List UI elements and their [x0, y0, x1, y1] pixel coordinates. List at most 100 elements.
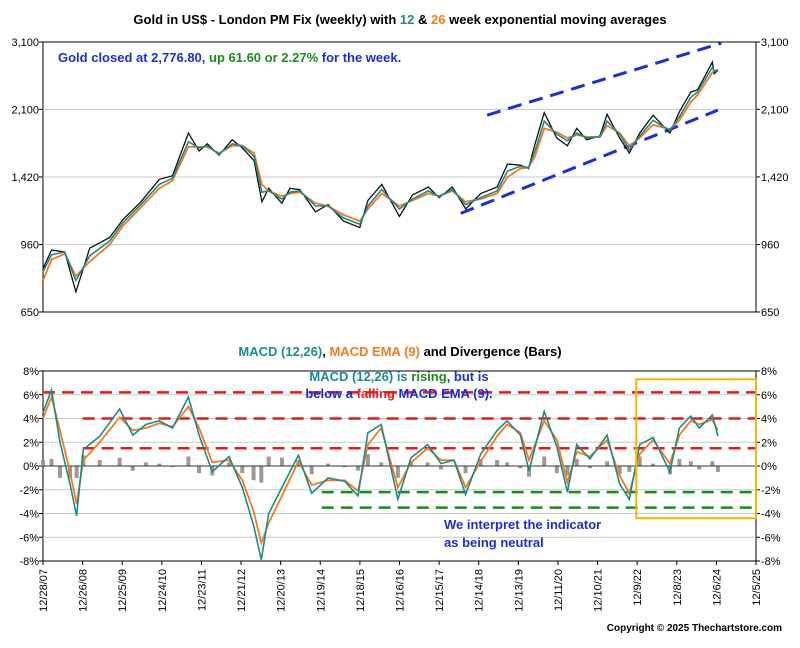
macd-y-tick-label: -2%: [761, 485, 781, 497]
x-tick-label: 12/21/12: [236, 569, 248, 612]
divergence-bar: [651, 463, 656, 466]
price-chart-title: Gold in US$ - London PM Fix (weekly) wit…: [133, 12, 666, 27]
divergence-bar: [57, 466, 62, 478]
divergence-bar: [117, 457, 122, 466]
divergence-bar: [395, 466, 400, 478]
price-y-tick-label: 2,100: [11, 104, 39, 116]
price-note-prefix: Gold closed at 2,776.80,: [58, 50, 209, 65]
divergence-bar: [425, 462, 430, 466]
macd-divergence-bars: [41, 454, 720, 483]
x-tick-label: 12/26/08: [78, 569, 90, 612]
macd-y-axis-left: -8% -6% -4% -2% 0% 2% 4% 6% 8%: [19, 366, 43, 568]
divergence-bar: [697, 466, 702, 470]
divergence-bar: [677, 458, 682, 466]
divergence-bar: [565, 466, 570, 476]
divergence-bar: [617, 466, 622, 475]
divergence-bar: [97, 460, 102, 466]
divergence-bar: [688, 461, 693, 466]
price-y-tick-label: 960: [761, 240, 779, 252]
divergence-bar: [365, 454, 370, 466]
macd-chart-title: MACD (12,26), MACD EMA (9) and Divergenc…: [238, 344, 561, 359]
divergence-bar: [715, 466, 720, 472]
annot1-a: MACD (12,26) is: [309, 369, 411, 384]
x-tick-label: 12/14/18: [474, 569, 486, 612]
price-title-amp: &: [414, 12, 431, 27]
copyright: Copyright © 2025 Thechartstore.com: [607, 623, 782, 634]
macd-y-tick-label: -4%: [19, 509, 39, 521]
x-tick-label: 12/6/24: [711, 569, 723, 606]
macd-y-tick-label: 4%: [23, 414, 39, 426]
x-tick-label: 12/19/14: [315, 569, 327, 612]
macd-y-tick-label: 8%: [23, 366, 39, 378]
divergence-bar: [186, 456, 191, 466]
macd-y-tick-label: -8%: [19, 556, 39, 568]
divergence-bar: [266, 456, 271, 466]
divergence-bar: [627, 466, 632, 472]
divergence-bar: [518, 466, 523, 469]
divergence-bar: [170, 466, 175, 468]
macd-y-tick-label: -4%: [761, 509, 781, 521]
macd-y-tick-label: -2%: [19, 485, 39, 497]
x-tick-label: 12/20/13: [276, 569, 288, 612]
x-tick-label: 12/23/11: [196, 569, 208, 611]
macd-y-tick-label: 0%: [23, 461, 39, 473]
macd-y-tick-label: 4%: [761, 414, 777, 426]
price-gridlines: [43, 108, 756, 246]
divergence-bar: [74, 466, 79, 478]
gold-price-line: [42, 60, 719, 295]
divergence-bar: [251, 466, 256, 481]
macd-y-tick-label: 6%: [761, 390, 777, 402]
price-y-tick-label: 960: [21, 240, 39, 252]
divergence-bar: [259, 466, 264, 483]
price-title-ema26: 26: [431, 12, 445, 27]
divergence-bar: [495, 460, 500, 466]
x-tick-label: 12/11/20: [553, 569, 565, 611]
divergence-bar: [49, 458, 54, 466]
price-y-tick-label: 3,100: [761, 37, 789, 49]
x-tick-label: 12/15/17: [434, 569, 446, 612]
x-tick-label: 12/25/09: [117, 569, 129, 612]
price-y-tick-label: 650: [21, 307, 39, 319]
price-y-tick-label: 1,420: [761, 172, 789, 184]
annot1-e: falling: [357, 386, 395, 401]
price-y-axis-right: 650 960 1,420 2,100 3,100: [756, 37, 789, 319]
price-title-suffix: week exponential moving averages: [445, 12, 666, 27]
price-title-prefix: Gold in US$ - London PM Fix (weekly) wit…: [133, 12, 400, 27]
macd-series-lines: [42, 386, 719, 560]
price-y-axis-left: 650 960 1,420 2,100 3,100: [11, 37, 43, 319]
divergence-bar: [326, 463, 331, 466]
macd-y-tick-label: 6%: [23, 390, 39, 402]
price-series-lines: [42, 60, 719, 295]
price-note-suffix: for the week.: [318, 50, 401, 65]
macd-highlight-box: [635, 378, 757, 520]
annot1-c: , but is: [447, 369, 489, 384]
divergence-bar: [240, 466, 245, 474]
macd-y-tick-label: 0%: [761, 461, 777, 473]
x-tick-label: 12/9/22: [632, 569, 644, 606]
macd-annotation-2: We interpret the indicator as being neut…: [444, 517, 601, 550]
x-tick-label: 12/18/15: [355, 569, 367, 612]
trend-channel-line: [486, 41, 722, 117]
divergence-bar: [342, 466, 347, 468]
macd-title-signal: MACD EMA (9): [329, 344, 420, 359]
divergence-bar: [542, 456, 547, 466]
divergence-bar: [574, 458, 579, 466]
divergence-bar: [463, 466, 468, 474]
ema26-line: [42, 68, 719, 281]
divergence-bar: [587, 466, 592, 469]
divergence-bar: [144, 462, 149, 466]
x-tick-label: 12/8/23: [672, 569, 684, 606]
annot1-f: MACD EMA (9).: [395, 386, 493, 401]
divergence-bar: [505, 462, 510, 466]
macd-y-tick-label: -6%: [761, 532, 781, 544]
price-y-tick-label: 1,420: [11, 172, 39, 184]
annot1-b: rising: [411, 369, 446, 384]
divergence-bar: [379, 462, 384, 466]
macd-title-suffix: and Divergence (Bars): [420, 344, 562, 359]
annot2-line1: We interpret the indicator: [444, 517, 601, 532]
divergence-bar: [41, 460, 45, 466]
x-tick-label: 12/16/16: [395, 569, 407, 612]
macd-y-tick-label: -6%: [19, 532, 39, 544]
divergence-bar: [637, 456, 642, 466]
macd-annotation-1: MACD (12,26) is rising, but is below a f…: [305, 369, 492, 401]
